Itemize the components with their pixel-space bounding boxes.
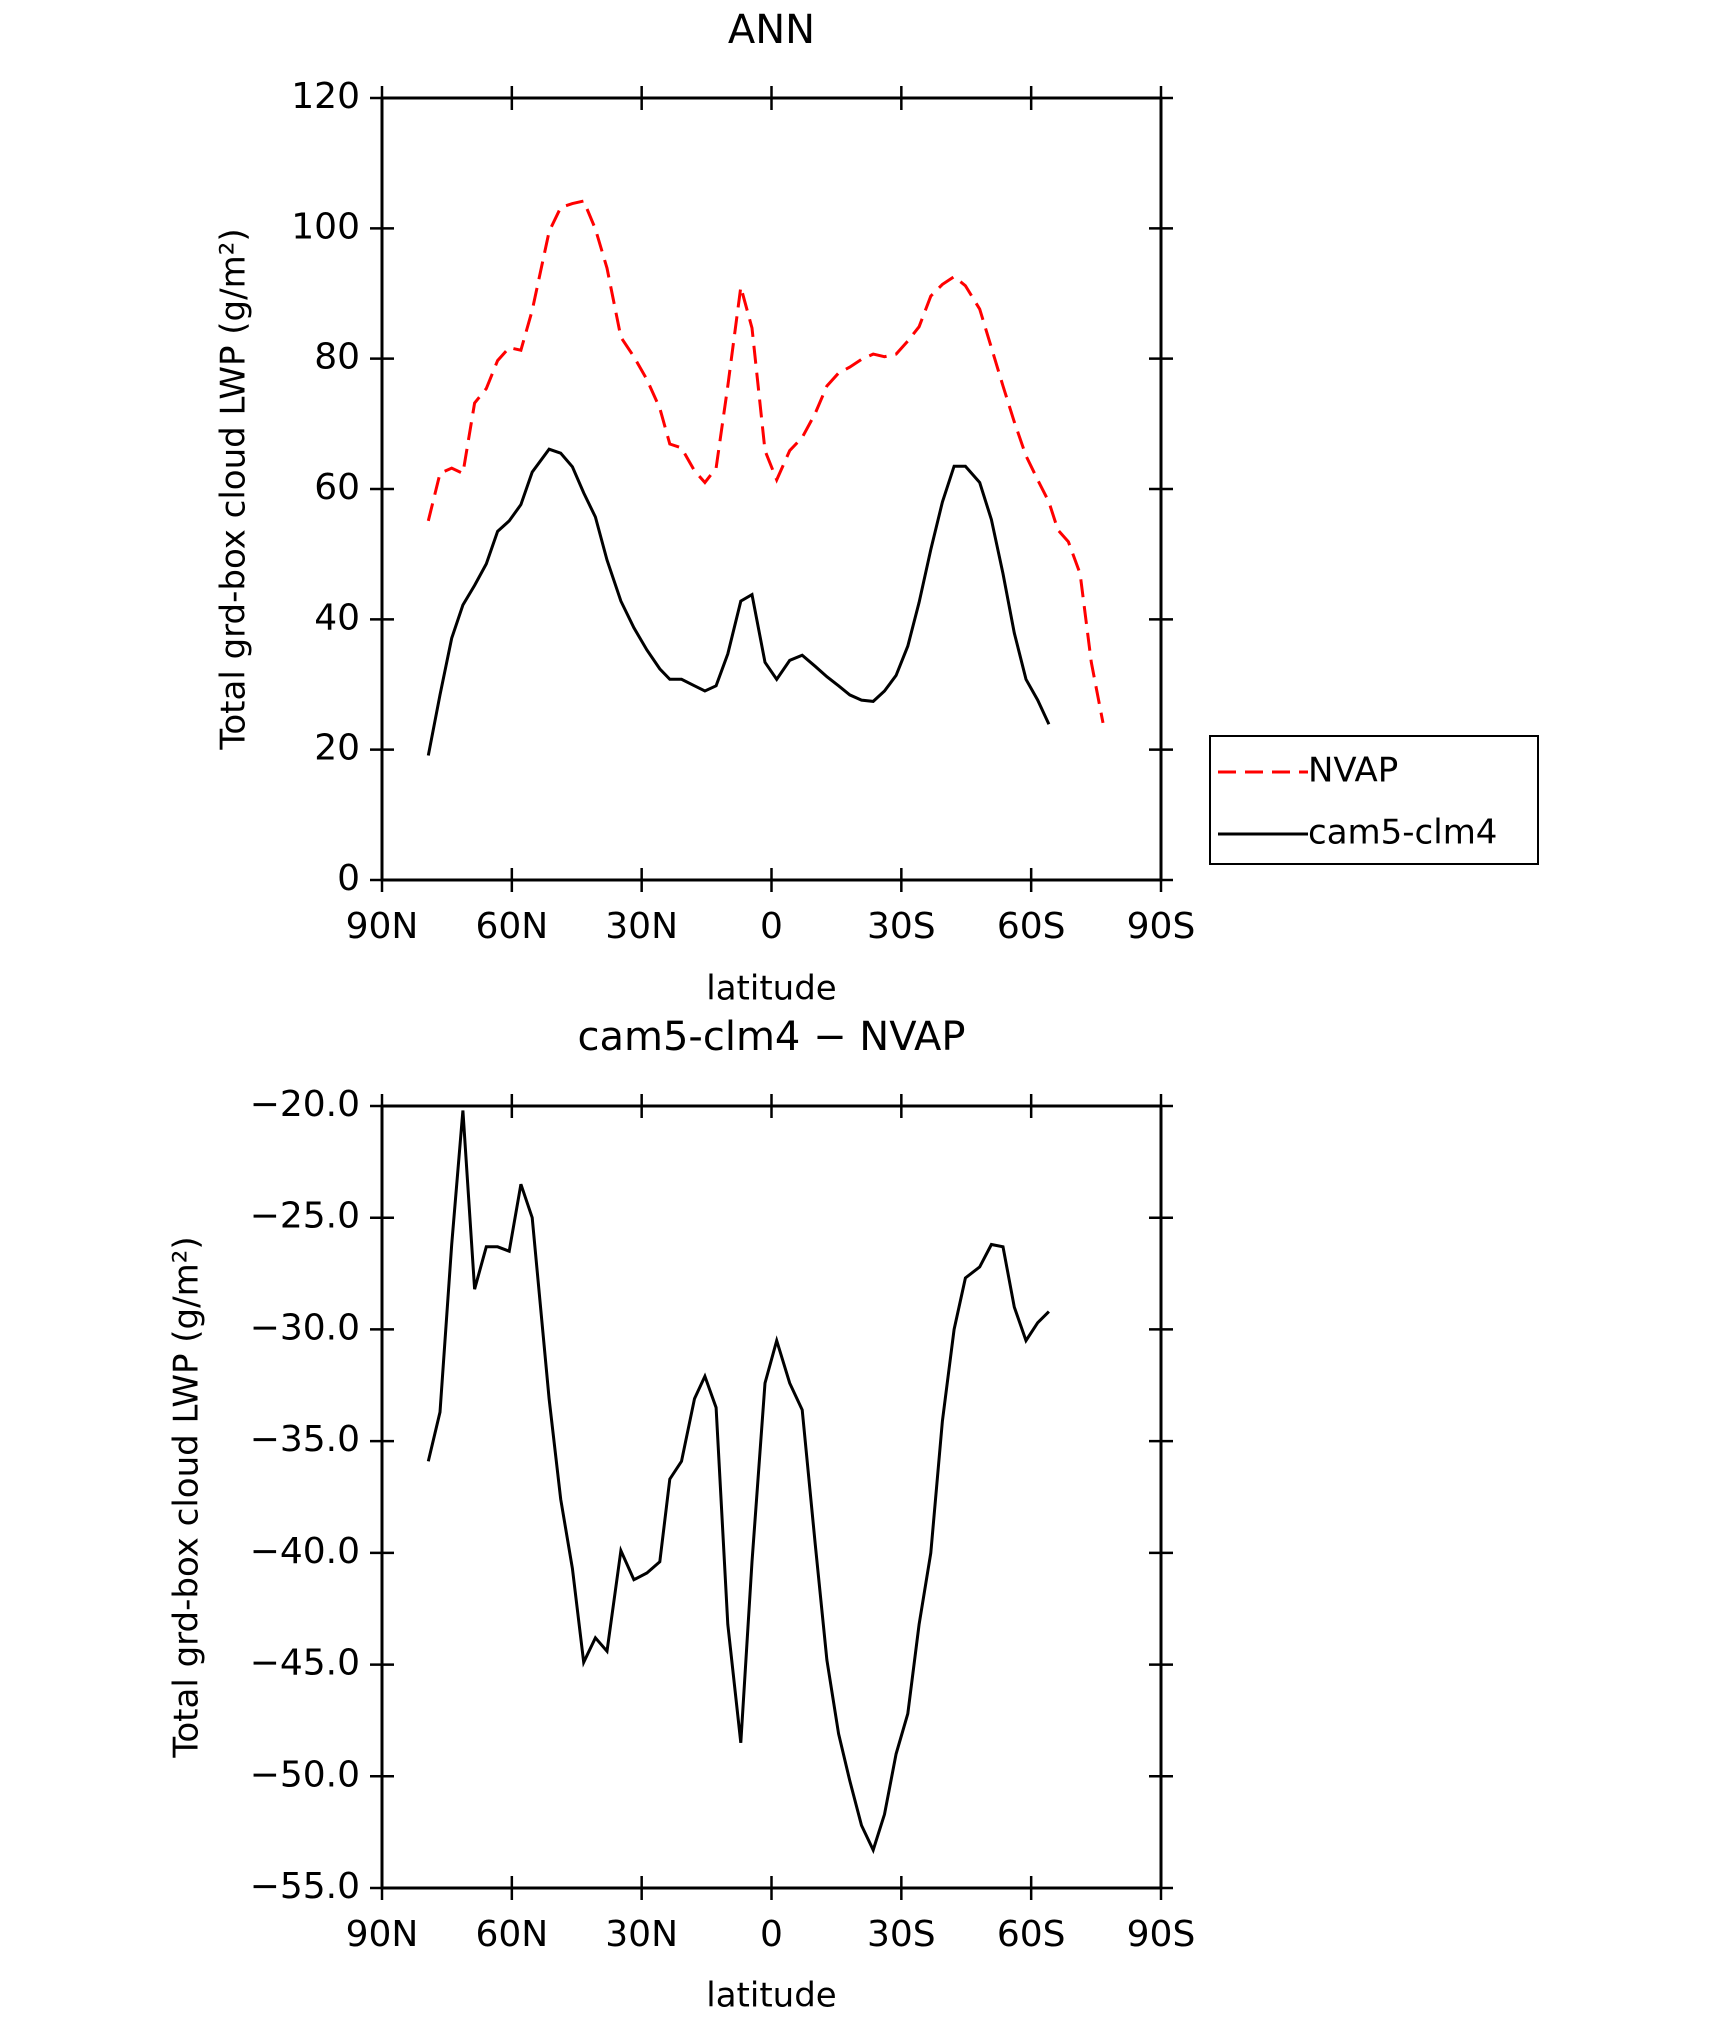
x-tick-label: 90N [346, 906, 419, 947]
y-axis-label: Total grd-box cloud LWP (g/m²) [167, 1236, 207, 1758]
y-tick-label: 120 [291, 76, 360, 117]
x-tick-label: 60S [997, 1914, 1066, 1955]
x-tick-label: 30N [605, 906, 678, 947]
x-tick-label: 60S [997, 906, 1066, 947]
y-tick-label: 60 [314, 467, 360, 508]
legend-box [1209, 735, 1539, 865]
data-line [426, 447, 1051, 756]
x-tick-label: 90N [346, 1914, 419, 1955]
y-tick-label: 100 [291, 206, 360, 247]
y-tick-label: −35.0 [250, 1419, 360, 1460]
x-tick-label: 0 [760, 906, 783, 947]
y-tick-label: −25.0 [250, 1196, 360, 1237]
y-tick-label: 0 [337, 858, 360, 899]
y-tick-label: −40.0 [250, 1531, 360, 1572]
y-tick-label: −45.0 [250, 1643, 360, 1684]
x-tick-label: 90S [1127, 1914, 1196, 1955]
data-line [426, 199, 1105, 724]
y-tick-label: 20 [314, 728, 360, 769]
legend-label: cam5-clm4 [1308, 813, 1497, 853]
x-axis-label: latitude [706, 969, 836, 1009]
x-axis-label: latitude [706, 1976, 836, 2016]
plot-frame [380, 1104, 1163, 1890]
chart-title: cam5-clm4 − NVAP [577, 1014, 965, 1060]
x-tick-label: 30N [605, 1914, 678, 1955]
y-tick-label: 80 [314, 337, 360, 378]
x-tick-label: 0 [760, 1914, 783, 1955]
y-tick-label: 40 [314, 597, 360, 638]
x-tick-label: 30S [867, 906, 936, 947]
chart-title: ANN [728, 7, 815, 53]
y-tick-label: −20.0 [250, 1084, 360, 1125]
x-tick-label: 30S [867, 1914, 936, 1955]
y-tick-label: −55.0 [250, 1866, 360, 1907]
x-tick-label: 60N [475, 1914, 548, 1955]
x-tick-label: 60N [475, 906, 548, 947]
x-tick-label: 90S [1127, 906, 1196, 947]
plot-frame [380, 96, 1163, 882]
y-tick-label: −50.0 [250, 1754, 360, 1795]
y-axis-label: Total grd-box cloud LWP (g/m²) [214, 228, 254, 750]
data-line [426, 1110, 1050, 1855]
y-tick-label: −30.0 [250, 1307, 360, 1348]
legend-label: NVAP [1308, 751, 1398, 791]
